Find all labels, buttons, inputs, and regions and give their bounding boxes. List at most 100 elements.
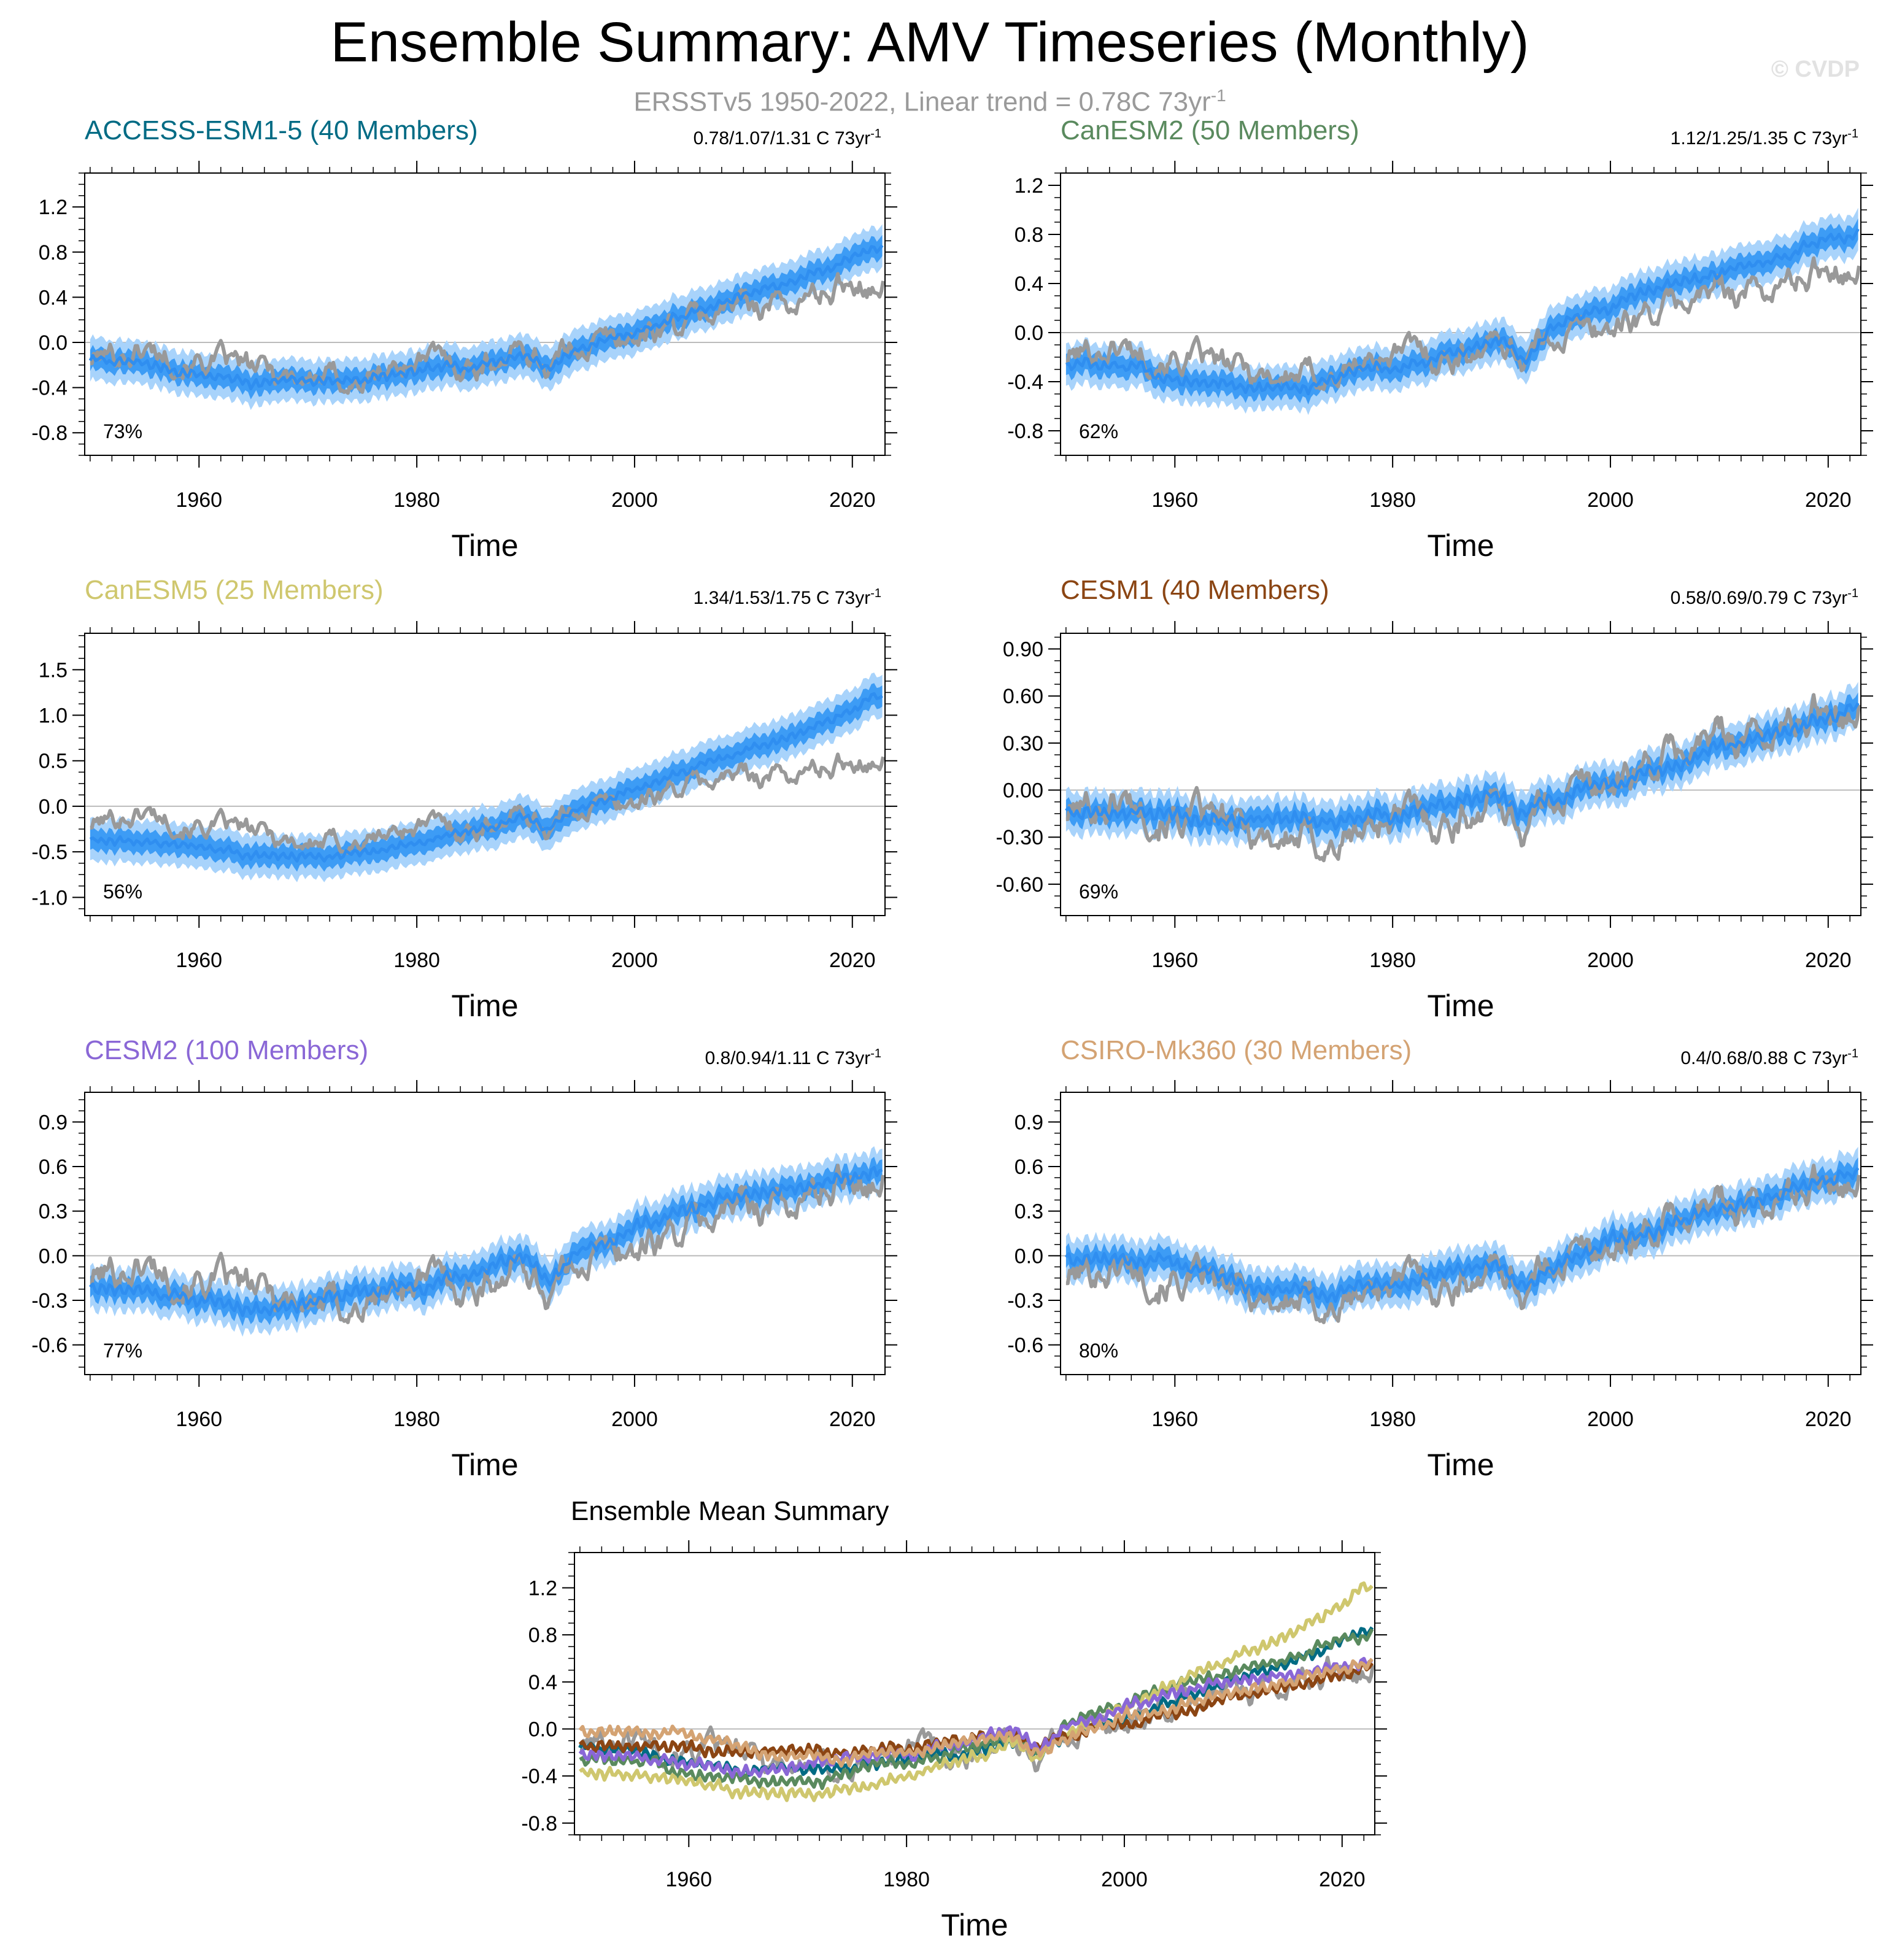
x-axis-label: Time bbox=[941, 1908, 1008, 1942]
x-tick-label: 1980 bbox=[1369, 1408, 1416, 1431]
subtitle: ERSSTv5 1950-2022, Linear trend = 0.78C … bbox=[0, 79, 1860, 120]
y-tick-label: 0.0 bbox=[1015, 322, 1043, 345]
plot-area bbox=[1061, 1146, 1861, 1324]
ensemble-spread-inner bbox=[90, 683, 883, 872]
y-tick-label: 0.0 bbox=[1015, 1244, 1043, 1268]
y-tick-label: 0.6 bbox=[1015, 1156, 1043, 1179]
subtitle-text: ERSSTv5 1950-2022, Linear trend = 0.78C … bbox=[633, 87, 1211, 117]
plot-frame bbox=[1060, 172, 1861, 456]
y-tick-label: 0.8 bbox=[528, 1624, 557, 1647]
panel-title-canesm5: CanESM5 (25 Members) bbox=[85, 575, 384, 605]
ensemble-spread-inner bbox=[90, 1157, 883, 1327]
panel-canesm5: 1960 1980 2000 2020 -1.0 -0.5 0.0 0.5 1.0 1.5 Time… bbox=[31, 621, 897, 1023]
panel-title-mean-summary: Ensemble Mean Summary bbox=[571, 1496, 889, 1526]
x-axis-label: Time bbox=[451, 528, 518, 563]
plot-area bbox=[1061, 682, 1861, 863]
y-tick-label: 1.0 bbox=[39, 704, 68, 728]
plot-frame bbox=[1060, 1092, 1861, 1375]
y-tick-label: -0.8 bbox=[31, 422, 68, 445]
panel-trend-range-cesm2: 0.8/0.94/1.11 C 73yr-1 bbox=[705, 1041, 881, 1071]
x-tick-label: 1960 bbox=[1151, 488, 1198, 512]
series-line-observations bbox=[90, 752, 885, 855]
series-line-canesm5 bbox=[579, 1581, 1374, 1802]
trend-range-text: 0.78/1.07/1.31 C 73yr bbox=[693, 128, 871, 149]
x-tick-label: 2020 bbox=[1805, 1408, 1852, 1431]
trend-range-sup: -1 bbox=[870, 1047, 881, 1060]
y-tick-label: 0.5 bbox=[39, 750, 68, 773]
trend-range-text: 1.12/1.25/1.35 C 73yr bbox=[1670, 128, 1848, 149]
panel-title-access: ACCESS-ESM1-5 (40 Members) bbox=[85, 115, 478, 145]
y-tick-label: 0.8 bbox=[39, 241, 68, 264]
x-tick-label: 2020 bbox=[829, 949, 876, 972]
ensemble-spread-outer bbox=[90, 224, 883, 411]
ensemble-spread-outer bbox=[90, 1146, 883, 1337]
ensemble-spread-outer bbox=[1065, 1146, 1858, 1323]
trend-range-sup: -1 bbox=[1847, 587, 1858, 600]
panel-csiro: 1960 1980 2000 2020 -0.6 -0.3 0.0 0.3 0.6 0.9 Time… bbox=[1007, 1080, 1873, 1482]
percent-label: 56% bbox=[103, 881, 142, 903]
y-tick-label: -0.6 bbox=[31, 1334, 68, 1357]
x-tick-label: 2000 bbox=[1101, 1868, 1148, 1891]
y-tick-label: 0.0 bbox=[39, 1244, 68, 1268]
x-tick-label: 1980 bbox=[1369, 949, 1416, 972]
x-tick-label: 2020 bbox=[1319, 1868, 1366, 1891]
series-line-observations bbox=[90, 272, 885, 395]
trend-range-sup: -1 bbox=[870, 127, 881, 141]
trend-range-sup: -1 bbox=[1847, 1047, 1858, 1060]
panel-mean-summary: 1960 1980 2000 2020 -0.8 -0.4 0.0 0.4 0.8 1.2 Time bbox=[521, 1540, 1387, 1942]
y-tick-label: 0.9 bbox=[1015, 1111, 1043, 1134]
y-tick-label: -0.8 bbox=[1007, 420, 1043, 443]
panel-trend-range-canesm5: 1.34/1.53/1.75 C 73yr-1 bbox=[694, 581, 881, 611]
series-line-canesm2 bbox=[579, 1628, 1374, 1791]
x-axis-label: Time bbox=[451, 1448, 518, 1482]
plot-frame bbox=[84, 172, 886, 456]
series-line-ensemble-mean bbox=[1065, 228, 1860, 396]
percent-label: 77% bbox=[103, 1340, 142, 1362]
x-tick-label: 2000 bbox=[611, 488, 658, 512]
plot-area bbox=[574, 1581, 1375, 1802]
panel-trend-range-canesm2: 1.12/1.25/1.35 C 73yr-1 bbox=[1671, 122, 1858, 151]
series-line-ensemble-mean bbox=[89, 692, 884, 863]
x-tick-label: 1980 bbox=[393, 1408, 440, 1431]
trend-range-sup: -1 bbox=[870, 587, 881, 600]
y-tick-label: 0.8 bbox=[1015, 223, 1043, 247]
panel-title-cesm1: CESM1 (40 Members) bbox=[1061, 575, 1329, 605]
percent-label: 62% bbox=[1079, 420, 1118, 442]
plot-area bbox=[85, 1146, 885, 1337]
percent-label: 80% bbox=[1079, 1340, 1118, 1362]
plot-frame bbox=[1060, 633, 1861, 916]
y-tick-label: -0.3 bbox=[1007, 1289, 1043, 1313]
y-tick-label: 0.3 bbox=[1015, 1200, 1043, 1224]
x-tick-label: 2000 bbox=[1587, 949, 1634, 972]
y-tick-label: 1.2 bbox=[528, 1577, 557, 1600]
panel-trend-range-access: 0.78/1.07/1.31 C 73yr-1 bbox=[694, 122, 881, 151]
y-tick-label: 0.0 bbox=[39, 331, 68, 355]
y-tick-label: 0.4 bbox=[528, 1671, 557, 1694]
x-tick-label: 1980 bbox=[883, 1868, 930, 1891]
x-tick-label: 2020 bbox=[1805, 949, 1852, 972]
y-tick-label: 1.2 bbox=[39, 196, 68, 219]
panel-title-cesm2: CESM2 (100 Members) bbox=[85, 1035, 369, 1065]
y-tick-label: 1.5 bbox=[39, 658, 68, 682]
panel-cesm2: 1960 1980 2000 2020 -0.6 -0.3 0.0 0.3 0.6 0.9 Time… bbox=[31, 1080, 897, 1482]
series-line-ensemble-mean bbox=[1065, 702, 1860, 831]
ensemble-spread-inner bbox=[1065, 1157, 1858, 1313]
y-tick-label: 0.4 bbox=[39, 286, 68, 309]
y-tick-label: -0.60 bbox=[996, 873, 1044, 897]
y-tick-label: -0.3 bbox=[31, 1289, 68, 1313]
page-title: Ensemble Summary: AMV Timeseries (Monthl… bbox=[330, 11, 1529, 74]
x-axis-label: Time bbox=[1427, 989, 1494, 1023]
ensemble-spread-outer bbox=[1065, 682, 1858, 851]
x-axis-label: Time bbox=[451, 989, 518, 1023]
panel-cesm1: 1960 1980 2000 2020 -0.60 -0.30 0.00 0.30 0.60 0.… bbox=[996, 621, 1873, 1023]
plot-area bbox=[85, 224, 885, 411]
y-tick-label: -0.4 bbox=[1007, 371, 1043, 394]
y-tick-label: 0.4 bbox=[1015, 272, 1043, 296]
trend-range-sup: -1 bbox=[1847, 127, 1858, 141]
panel-canesm2: 1960 1980 2000 2020 -0.8 -0.4 0.0 0.4 0.8 1.2 Time… bbox=[1007, 161, 1873, 563]
series-line-observations bbox=[1065, 256, 1861, 392]
x-tick-label: 1960 bbox=[665, 1868, 712, 1891]
panel-title-csiro: CSIRO-Mk360 (30 Members) bbox=[1061, 1035, 1412, 1065]
y-tick-label: 0.30 bbox=[1003, 732, 1043, 755]
